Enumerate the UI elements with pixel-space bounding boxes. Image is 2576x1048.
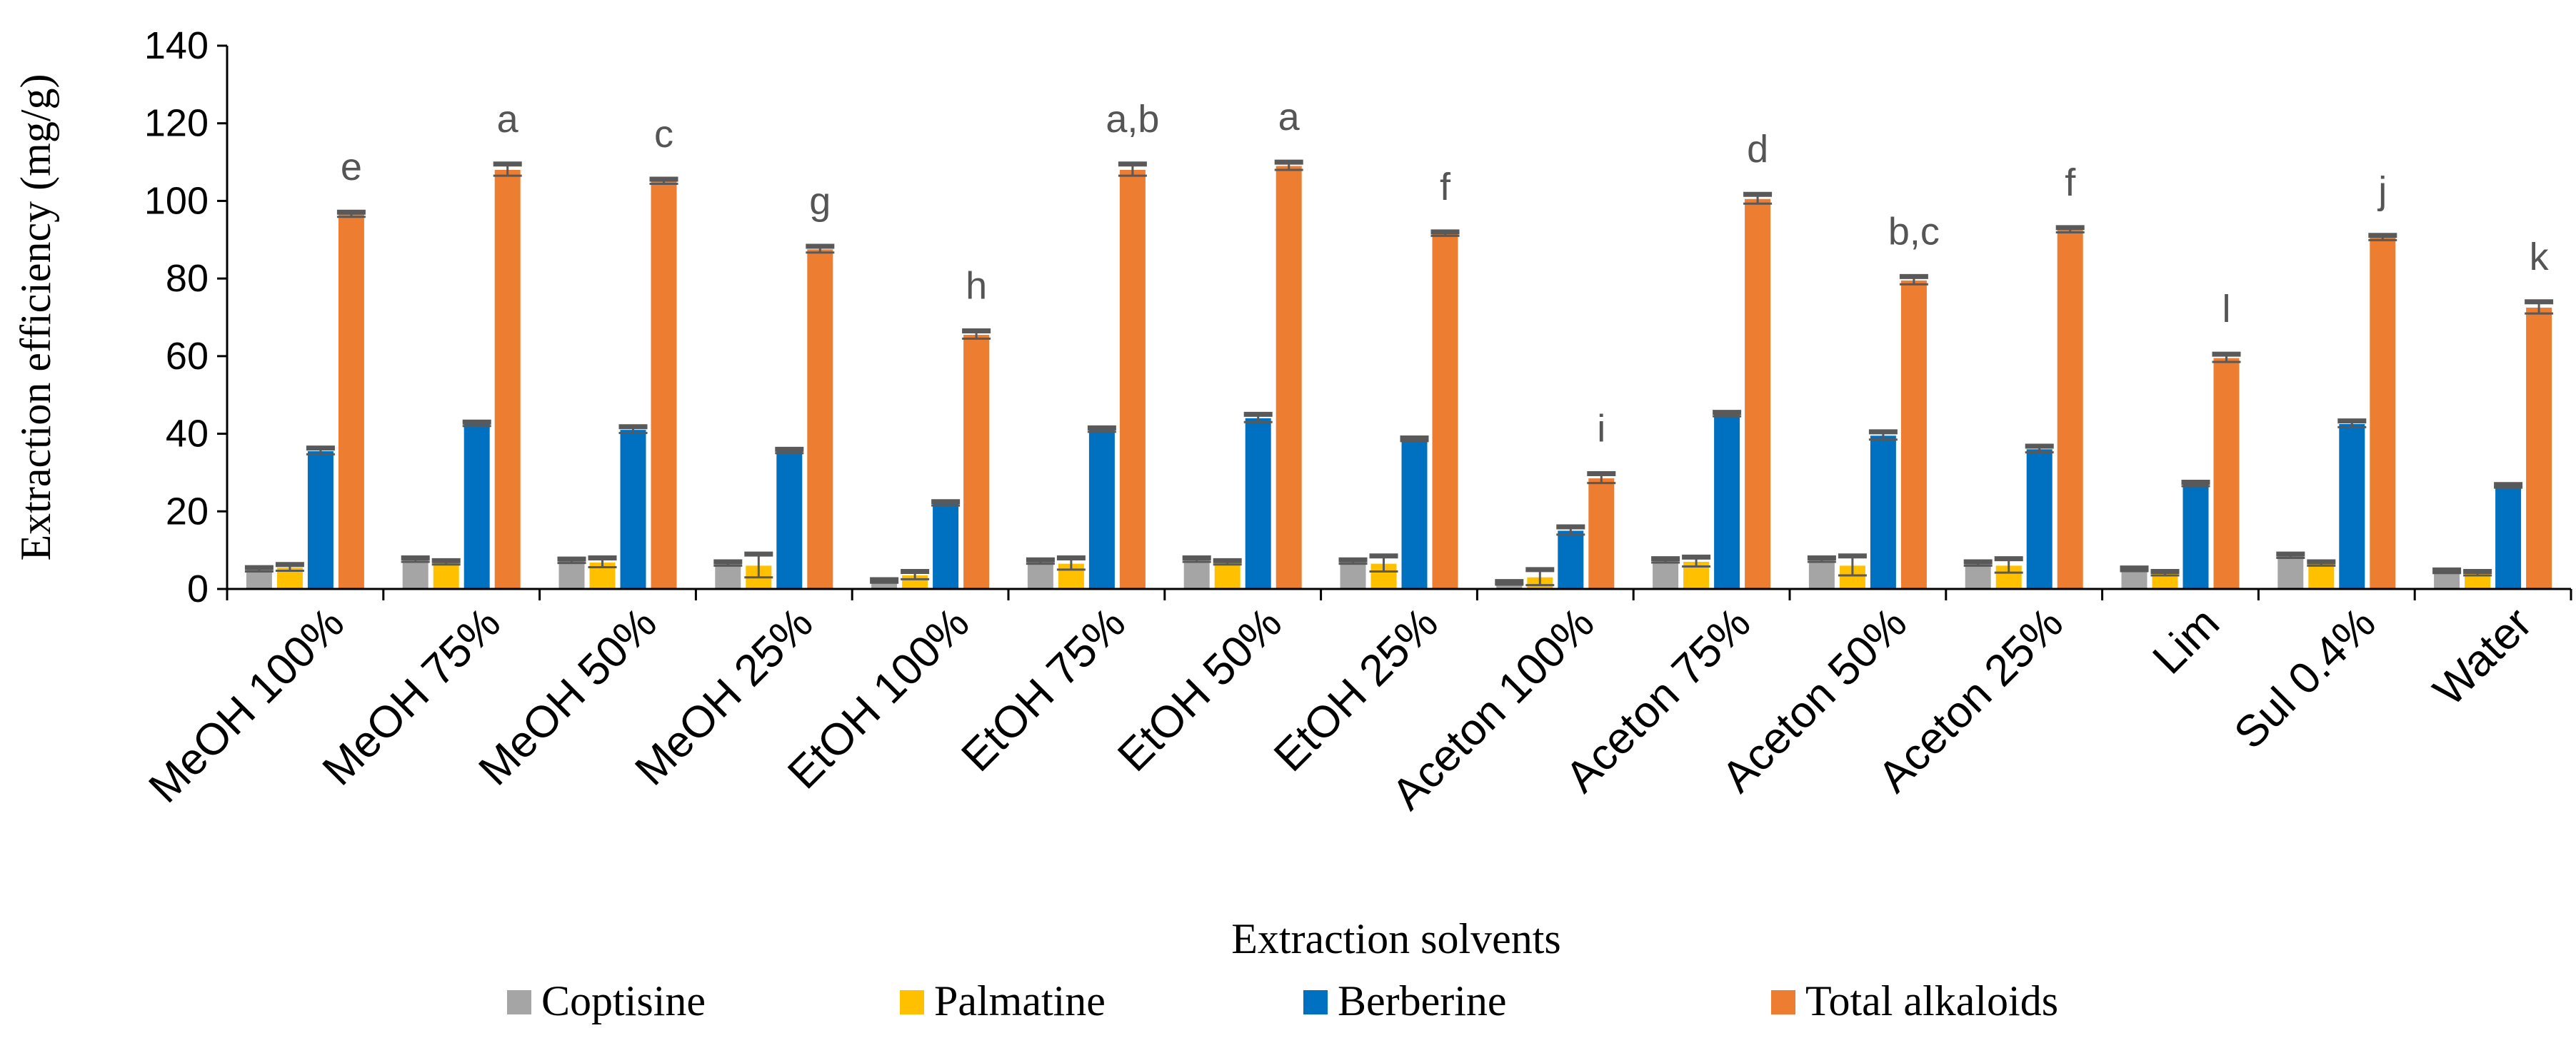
y-tick-label: 40: [166, 413, 209, 455]
legend-swatch: [507, 990, 531, 1014]
bar-coptisine: [1027, 561, 1053, 589]
bar-coptisine: [246, 569, 272, 589]
bar-total-alkaloids: [2526, 307, 2552, 589]
bar-total-alkaloids: [807, 249, 833, 589]
significance-label: k: [2530, 236, 2550, 278]
legend-label: Palmatine: [934, 977, 1106, 1024]
bar-berberine: [1401, 439, 1428, 589]
bar-berberine: [1714, 414, 1740, 589]
bar-palmatine: [2308, 563, 2335, 589]
bar-coptisine: [871, 581, 898, 589]
legend: Coptisine Palmatine Berberine Total alkaloi…: [507, 977, 2058, 1024]
bar-total-alkaloids: [1276, 166, 1302, 589]
bar-berberine: [2495, 485, 2522, 589]
significance-labels: e a c g h a,b a f i d b,c f l j k: [341, 96, 2550, 450]
x-tick-label: Sul 0.4%: [2225, 598, 2385, 758]
significance-label: a: [497, 98, 519, 141]
bars: [246, 166, 2552, 590]
x-tick-label: MeOH 100%: [140, 598, 354, 812]
bar-total-alkaloids: [1745, 198, 1771, 590]
x-tick-label: EtOH 75%: [952, 598, 1135, 781]
bar-berberine: [776, 451, 803, 589]
bar-coptisine: [558, 560, 585, 589]
y-tick-label: 0: [187, 568, 209, 610]
significance-label: i: [1597, 408, 1605, 450]
significance-label: l: [2222, 288, 2231, 331]
bar-berberine: [463, 423, 490, 589]
significance-label: h: [966, 265, 987, 308]
bar-berberine: [933, 503, 959, 589]
bar-total-alkaloids: [1900, 280, 1927, 589]
bar-berberine: [1245, 418, 1271, 589]
x-axis-ticks: MeOH 100%MeOH 75%MeOH 50%MeOH 25%EtOH 10…: [140, 589, 2572, 820]
significance-label: f: [2065, 161, 2076, 204]
x-axis-title: Extraction solvents: [1231, 915, 1561, 962]
significance-label: g: [809, 180, 831, 223]
bar-palmatine: [1214, 563, 1241, 589]
bar-berberine: [620, 430, 646, 589]
x-tick-label: EtOH 50%: [1108, 598, 1291, 781]
significance-label: a,b: [1106, 98, 1159, 141]
bar-coptisine: [1340, 561, 1366, 589]
bar-berberine: [2026, 449, 2053, 589]
bar-coptisine: [1965, 563, 1991, 589]
bar-total-alkaloids: [2213, 358, 2240, 589]
bar-total-alkaloids: [1432, 233, 1458, 589]
bar-total-alkaloids: [2370, 238, 2396, 589]
bar-berberine: [1088, 430, 1115, 589]
x-tick-label: Water: [2424, 598, 2541, 715]
x-tick-label: Lim: [2143, 598, 2228, 683]
bar-berberine: [307, 451, 334, 589]
bar-palmatine: [433, 563, 459, 589]
legend-label: Coptisine: [541, 977, 706, 1024]
y-tick-label: 100: [144, 179, 209, 222]
y-axis-ticks: 0 20 40 60 80 100 120 140: [144, 24, 227, 610]
y-tick-label: 120: [144, 102, 209, 145]
legend-swatch: [1771, 990, 1795, 1014]
bar-palmatine: [2465, 573, 2491, 589]
error-bars: [244, 159, 2554, 587]
bar-coptisine: [2277, 555, 2304, 589]
bar-total-alkaloids: [963, 334, 990, 589]
significance-label: j: [2377, 169, 2387, 212]
bar-berberine: [1870, 435, 1896, 589]
legend-label: Total alkaloids: [1805, 977, 2058, 1024]
legend-label: Berberine: [1338, 977, 1507, 1024]
bar-total-alkaloids: [494, 169, 521, 589]
significance-label: c: [654, 113, 673, 156]
significance-label: a: [1278, 96, 1300, 138]
bar-total-alkaloids: [338, 214, 364, 589]
y-axis-title: Extraction efficiency (mg/g): [12, 74, 59, 561]
y-tick-label: 60: [166, 335, 209, 378]
bar-coptisine: [1653, 560, 1679, 589]
legend-swatch: [900, 990, 924, 1014]
significance-label: d: [1747, 128, 1768, 171]
bar-coptisine: [1496, 583, 1523, 589]
bar-coptisine: [402, 560, 429, 589]
bar-total-alkaloids: [651, 181, 677, 589]
bar-berberine: [2339, 423, 2365, 589]
y-tick-label: 20: [166, 490, 209, 533]
y-tick-label: 80: [166, 257, 209, 300]
bar-coptisine: [1808, 560, 1835, 589]
bar-coptisine: [2434, 571, 2460, 589]
bar-berberine: [2182, 484, 2209, 589]
bar-palmatine: [2152, 573, 2178, 589]
bar-berberine: [1558, 530, 1584, 589]
bar-coptisine: [715, 563, 741, 589]
bar-total-alkaloids: [1119, 169, 1146, 589]
bar-coptisine: [2121, 569, 2147, 589]
bar-total-alkaloids: [2057, 230, 2083, 589]
y-tick-label: 140: [144, 24, 209, 67]
bar-coptisine: [1183, 560, 1210, 589]
significance-label: b,c: [1888, 210, 1940, 253]
bar-total-alkaloids: [1588, 478, 1615, 589]
significance-label: f: [1440, 166, 1451, 208]
legend-swatch: [1303, 990, 1328, 1014]
significance-label: e: [341, 146, 362, 188]
